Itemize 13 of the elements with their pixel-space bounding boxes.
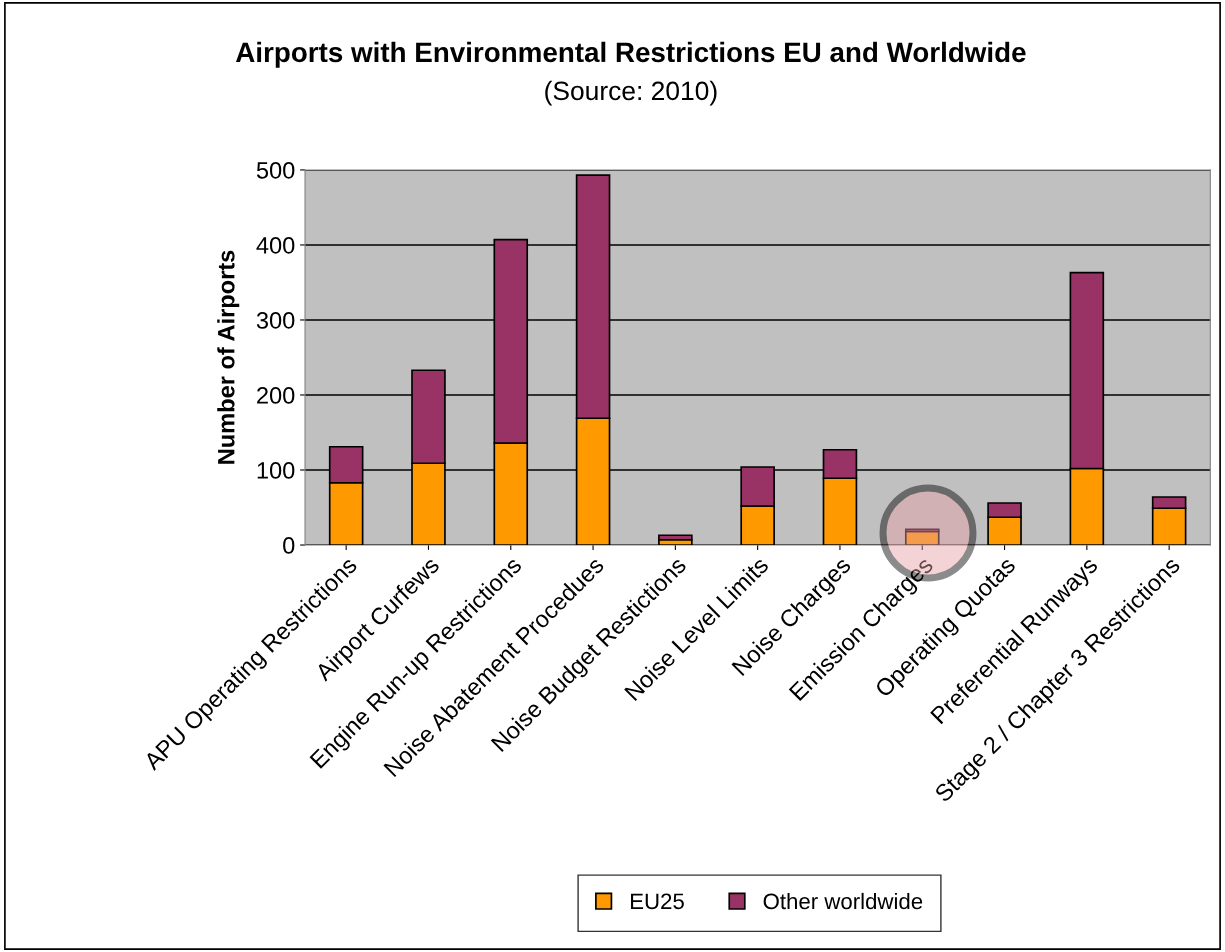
chart-subtitle: (Source: 2010) [545, 80, 717, 106]
legend-label: EU25 [631, 893, 684, 910]
y-tick-label: 300 [256, 312, 295, 329]
bar [904, 530, 940, 546]
y-tick-label: 200 [257, 387, 295, 404]
chart-title: Airports with Environmental Restrictions EU and Worldwide [235, 41, 1026, 68]
y-tick-label: 100 [257, 462, 295, 479]
y-tick-label: 400 [256, 237, 295, 254]
y-tick-label: 500 [256, 162, 295, 179]
y-tick-label: 0 [283, 537, 295, 554]
y-axis-title: Number of Airports [217, 250, 240, 464]
bar [658, 534, 693, 541]
legend-label: Other worldwide [763, 892, 923, 910]
